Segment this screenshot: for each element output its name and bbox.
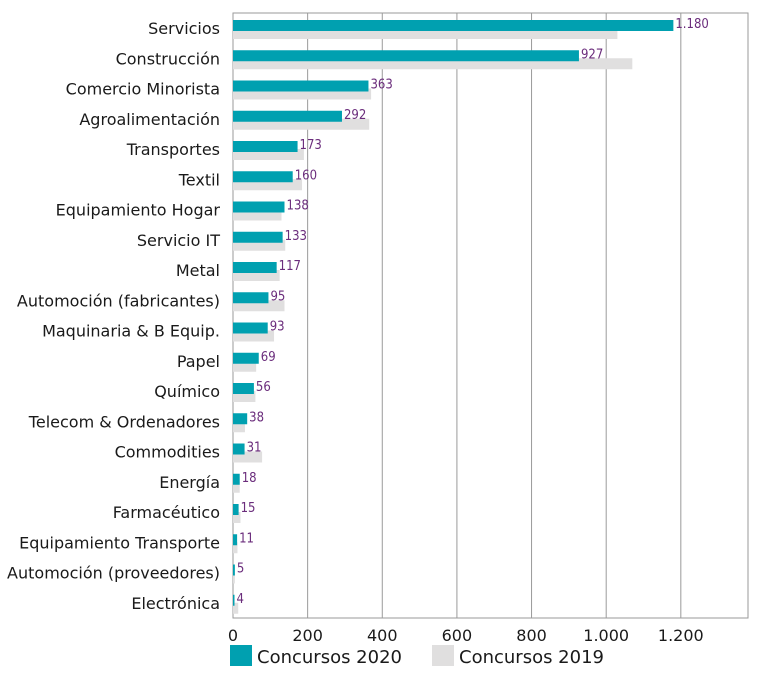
bar-2019 xyxy=(233,239,286,251)
bar-2019 xyxy=(233,391,256,402)
data-label: 93 xyxy=(270,320,285,335)
bar-2019 xyxy=(233,451,263,463)
legend-label-2020: Concursos 2020 xyxy=(257,647,402,668)
bar-2020 xyxy=(233,564,235,576)
data-label: 138 xyxy=(287,199,309,214)
data-label: 18 xyxy=(242,471,257,486)
x-tick-label: 200 xyxy=(292,626,323,645)
bar-2020 xyxy=(233,504,239,515)
bar-2019 xyxy=(233,270,280,281)
bar-2020 xyxy=(233,201,285,213)
data-label: 69 xyxy=(261,350,276,365)
data-label: 15 xyxy=(241,501,256,516)
bar-2020 xyxy=(233,262,277,273)
bar-2019 xyxy=(233,572,235,584)
legend-swatch-2019 xyxy=(432,645,454,666)
bar-2020 xyxy=(233,473,240,485)
plot-frame xyxy=(232,12,749,619)
bar-2019 xyxy=(233,300,285,312)
category-label: Papel xyxy=(177,352,220,371)
category-label: Comercio Minorista xyxy=(66,80,220,99)
category-label: Textil xyxy=(178,170,220,189)
category-label: Transportes xyxy=(126,140,220,159)
legend-label-2019: Concursos 2019 xyxy=(459,647,604,668)
bar-2019 xyxy=(233,330,275,342)
bar-2019 xyxy=(233,118,370,130)
bar-2020 xyxy=(233,413,248,425)
data-label: 11 xyxy=(239,531,254,546)
data-label: 5 xyxy=(237,562,244,577)
bar-2020 xyxy=(233,141,298,152)
bar-2020 xyxy=(233,443,245,455)
x-tick-label: 1.200 xyxy=(658,626,704,645)
bar-2020 xyxy=(233,352,259,364)
category-label: Telecom & Ordenadores xyxy=(28,412,220,431)
data-label: 1.180 xyxy=(675,17,708,32)
category-label: Farmacéutico xyxy=(113,503,220,522)
category-label: Servicios xyxy=(148,19,220,38)
category-label: Equipamiento Transporte xyxy=(19,533,220,552)
category-label: Químico xyxy=(154,382,220,401)
x-tick-label: 1.000 xyxy=(583,626,629,645)
bar-2019 xyxy=(233,88,372,100)
category-label: Automoción (proveedores) xyxy=(7,564,220,583)
x-tick-label: 800 xyxy=(516,626,547,645)
bar-2020 xyxy=(233,110,342,122)
data-label: 133 xyxy=(285,229,307,244)
bar-2019 xyxy=(233,602,239,614)
bar-2019 xyxy=(233,58,633,70)
bar-2020 xyxy=(233,80,369,92)
bar-2019 xyxy=(233,481,240,493)
category-label: Construcción xyxy=(116,49,220,68)
bar-2020 xyxy=(233,383,254,394)
bar-2020 xyxy=(233,50,579,62)
data-label: 95 xyxy=(270,289,285,304)
bar-2019 xyxy=(233,421,245,433)
category-label: Automoción (fabricantes) xyxy=(17,291,220,310)
data-label: 31 xyxy=(247,441,262,456)
category-label: Energía xyxy=(159,473,220,492)
bar-2020 xyxy=(233,292,269,304)
category-label: Maquinaria & B Equip. xyxy=(42,322,220,341)
data-label: 56 xyxy=(256,380,271,395)
bar-2020 xyxy=(233,534,238,546)
bar-2019 xyxy=(233,149,304,160)
category-label: Electrónica xyxy=(131,594,220,613)
data-label: 4 xyxy=(236,592,243,607)
bar-2019 xyxy=(233,360,257,372)
category-label: Metal xyxy=(176,261,220,280)
bar-2020 xyxy=(233,231,283,243)
x-tick-label: 400 xyxy=(367,626,398,645)
bar-2019 xyxy=(233,209,282,221)
bar-2019 xyxy=(233,28,618,39)
x-tick-label: 0 xyxy=(228,626,238,645)
bar-2019 xyxy=(233,179,303,191)
category-label: Agroalimentación xyxy=(79,110,220,129)
category-label: Commodities xyxy=(115,443,220,462)
bar-2020 xyxy=(233,20,674,31)
x-tick-label: 600 xyxy=(442,626,473,645)
legend-swatch-2020 xyxy=(230,645,252,666)
data-label: 927 xyxy=(581,47,603,62)
category-label: Equipamiento Hogar xyxy=(56,201,221,220)
data-label: 160 xyxy=(295,168,317,183)
data-label: 292 xyxy=(344,108,366,123)
data-label: 117 xyxy=(279,259,301,274)
bar-2020 xyxy=(233,171,293,183)
bar-2020 xyxy=(233,322,268,334)
bar-2019 xyxy=(233,512,241,523)
bar-2020 xyxy=(233,594,235,606)
category-label: Servicio IT xyxy=(137,231,220,250)
data-label: 173 xyxy=(300,138,322,153)
data-label: 363 xyxy=(370,78,392,93)
bar-2019 xyxy=(233,542,238,554)
data-label: 38 xyxy=(249,410,264,425)
